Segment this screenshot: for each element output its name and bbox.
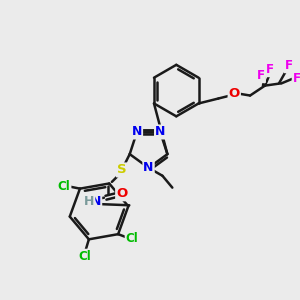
Text: Cl: Cl [79,250,91,263]
Text: N: N [132,125,142,139]
Text: O: O [116,187,128,200]
Text: O: O [229,87,240,100]
Text: N: N [91,195,101,208]
Text: Cl: Cl [126,232,138,244]
Text: F: F [285,59,293,72]
Text: H: H [84,195,94,208]
Text: Cl: Cl [58,180,70,193]
Text: N: N [143,161,154,174]
Text: F: F [292,72,300,85]
Text: N: N [155,125,165,139]
Text: S: S [117,164,127,176]
Text: F: F [266,63,274,76]
Text: F: F [257,69,265,82]
